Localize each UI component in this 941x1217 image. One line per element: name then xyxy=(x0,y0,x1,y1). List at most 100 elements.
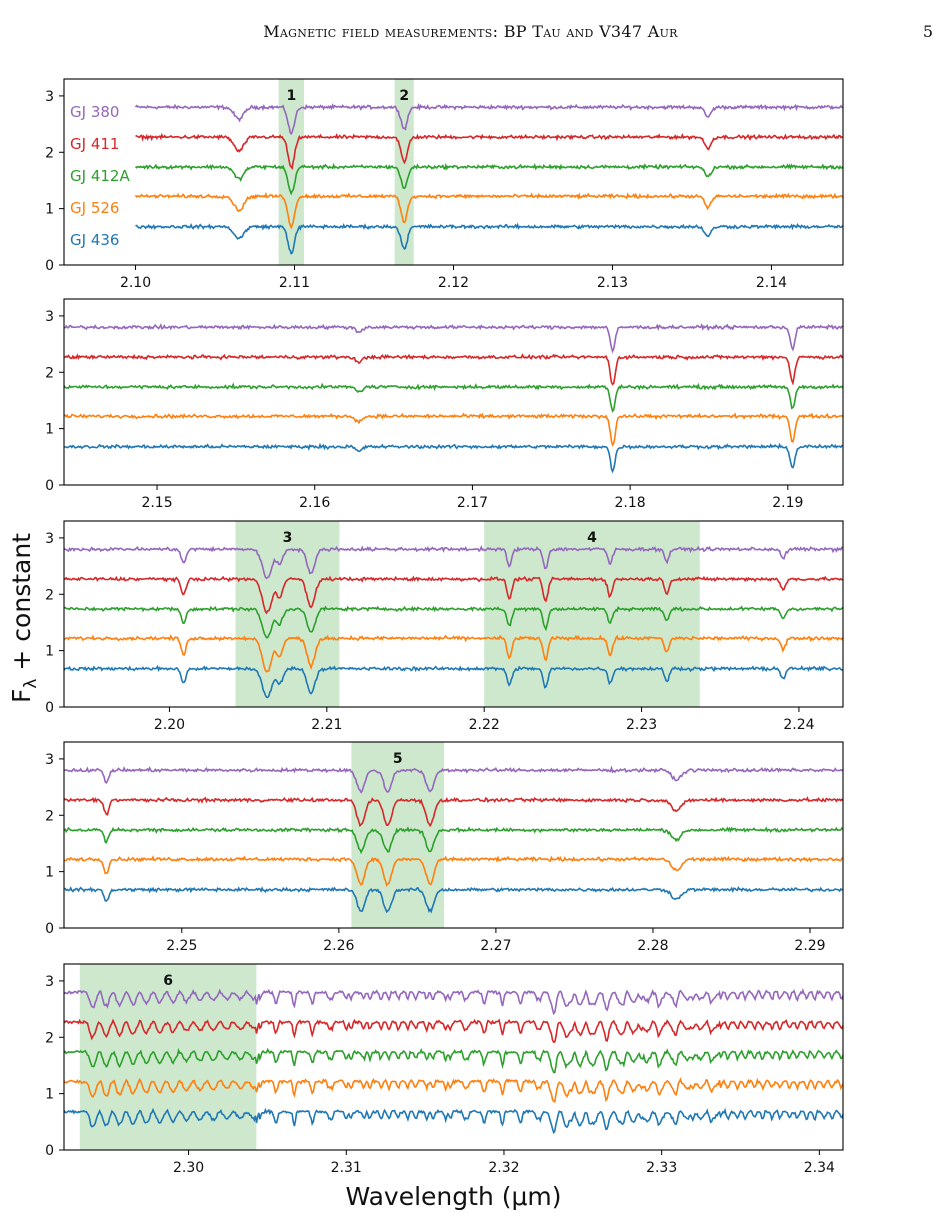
spectrum-gj-380 xyxy=(63,988,844,1016)
x-tick-label: 2.34 xyxy=(804,1160,835,1176)
spectrum-gj-436 xyxy=(63,1107,844,1135)
y-axis-title: Fλ + constant xyxy=(7,533,41,703)
region-label-5: 5 xyxy=(393,751,403,767)
legend-gj-526: GJ 526 xyxy=(70,199,119,217)
spectrum-gj-436 xyxy=(63,442,844,474)
y-tick-label: 1 xyxy=(45,202,54,218)
spectrum-gj-526 xyxy=(63,855,843,887)
x-tick-label: 2.19 xyxy=(772,495,803,511)
panel-3: 3 4 0 1 2 3 2.20 2.21 2.22 2.23 2.24 xyxy=(45,520,844,733)
y-tick-label: 1 xyxy=(45,422,54,438)
spectrum-gj-412a xyxy=(63,605,844,639)
x-tick-label: 2.10 xyxy=(120,275,151,291)
x-tick-label: 2.17 xyxy=(457,495,488,511)
region-label-1: 1 xyxy=(286,88,296,104)
y-axis-title-sub: λ xyxy=(21,679,41,689)
panel-frame xyxy=(63,741,844,929)
spectrum-gj-412a xyxy=(63,382,844,413)
spectrum-gj-412a xyxy=(134,162,844,196)
spectrum-gj-436 xyxy=(63,664,844,699)
panel-frame xyxy=(63,963,844,1151)
legend-gj-436: GJ 436 xyxy=(70,231,119,249)
spectrum-gj-411 xyxy=(135,132,844,170)
y-tick-label: 0 xyxy=(45,921,54,937)
legend-gj-411: GJ 411 xyxy=(70,135,119,153)
panel-4: 5 0 1 2 3 2.25 2.26 2.27 2.28 2.29 xyxy=(45,741,844,954)
panel-1: 1 2 0 1 2 3 2.10 2.11 2.12 2.13 2.14 GJ 380 GJ 411 GJ… xyxy=(45,78,844,291)
spectrum-gj-436 xyxy=(64,886,844,914)
spectrum-gj-526 xyxy=(63,634,844,673)
y-tick-label: 1 xyxy=(45,1087,54,1103)
y-tick-label: 2 xyxy=(45,808,54,824)
y-tick-label: 0 xyxy=(45,1143,54,1159)
y-tick-label: 0 xyxy=(45,700,54,716)
spectrum-gj-526 xyxy=(63,1077,844,1103)
y-tick-label: 3 xyxy=(45,89,54,105)
region-label-4: 4 xyxy=(587,530,597,546)
legend-gj-412a: GJ 412A xyxy=(70,167,130,185)
spectrum-gj-411 xyxy=(63,1018,844,1044)
region-1 xyxy=(278,79,305,265)
y-axis-title-text: Fλ + constant xyxy=(7,533,41,703)
y-tick-label: 0 xyxy=(45,258,54,274)
spectrum-gj-412a xyxy=(63,1047,844,1074)
x-tick-label: 2.11 xyxy=(279,275,310,291)
x-tick-label: 2.22 xyxy=(469,717,500,733)
panel-frame xyxy=(63,298,844,486)
y-tick-label: 2 xyxy=(45,587,54,603)
panel-2: 0 1 2 3 2.15 2.16 2.17 2.18 2.19 xyxy=(45,298,844,511)
spectrum-gj-411 xyxy=(63,575,844,615)
x-tick-label: 2.20 xyxy=(154,717,185,733)
spectrum-gj-526 xyxy=(134,191,844,230)
x-tick-label: 2.27 xyxy=(480,938,511,954)
x-tick-label: 2.24 xyxy=(783,717,814,733)
running-head: Magnetic field measurements: BP Tau and … xyxy=(263,22,678,41)
y-tick-label: 3 xyxy=(45,974,54,990)
x-tick-label: 2.30 xyxy=(173,1160,204,1176)
x-tick-label: 2.28 xyxy=(637,938,668,954)
y-tick-label: 0 xyxy=(45,478,54,494)
x-tick-label: 2.31 xyxy=(331,1160,362,1176)
y-tick-label: 3 xyxy=(45,531,54,547)
legend-gj-380: GJ 380 xyxy=(70,103,119,121)
region-2 xyxy=(394,79,414,265)
x-axis-title: Wavelength (μm) xyxy=(345,1182,561,1211)
spectrum-gj-380 xyxy=(134,102,844,136)
x-tick-label: 2.33 xyxy=(646,1160,677,1176)
y-tick-label: 3 xyxy=(45,752,54,768)
spectrum-gj-380 xyxy=(63,544,844,580)
spectrum-gj-411 xyxy=(63,796,844,828)
x-tick-label: 2.32 xyxy=(488,1160,519,1176)
region-label-6: 6 xyxy=(163,973,173,989)
x-tick-label: 2.18 xyxy=(615,495,646,511)
x-tick-label: 2.23 xyxy=(626,717,657,733)
spectrum-gj-411 xyxy=(63,353,844,386)
panel-frame xyxy=(63,520,844,708)
x-tick-label: 2.13 xyxy=(597,275,628,291)
spectrum-gj-412a xyxy=(63,826,844,855)
region-label-2: 2 xyxy=(399,88,409,104)
x-tick-label: 2.29 xyxy=(794,938,825,954)
x-tick-label: 2.25 xyxy=(166,938,197,954)
page-header: Magnetic field measurements: BP Tau and … xyxy=(0,22,941,52)
x-tick-label: 2.15 xyxy=(141,495,172,511)
spectrum-gj-436 xyxy=(135,222,844,255)
y-tick-label: 2 xyxy=(45,365,54,381)
x-tick-label: 2.26 xyxy=(323,938,354,954)
spectrum-gj-526 xyxy=(63,412,844,447)
page-number: 5 xyxy=(922,22,933,41)
x-tick-label: 2.12 xyxy=(438,275,469,291)
spectrum-gj-380 xyxy=(63,765,844,794)
y-tick-label: 2 xyxy=(45,145,54,161)
x-tick-label: 2.16 xyxy=(299,495,330,511)
spectrum-gj-380 xyxy=(64,323,844,354)
y-tick-label: 1 xyxy=(45,644,54,660)
y-tick-label: 1 xyxy=(45,865,54,881)
y-axis-title-rest: + constant xyxy=(7,533,36,679)
y-axis-title-base: F xyxy=(7,689,36,703)
y-tick-label: 3 xyxy=(45,309,54,325)
y-tick-label: 2 xyxy=(45,1030,54,1046)
x-tick-label: 2.14 xyxy=(756,275,787,291)
region-label-3: 3 xyxy=(283,530,293,546)
